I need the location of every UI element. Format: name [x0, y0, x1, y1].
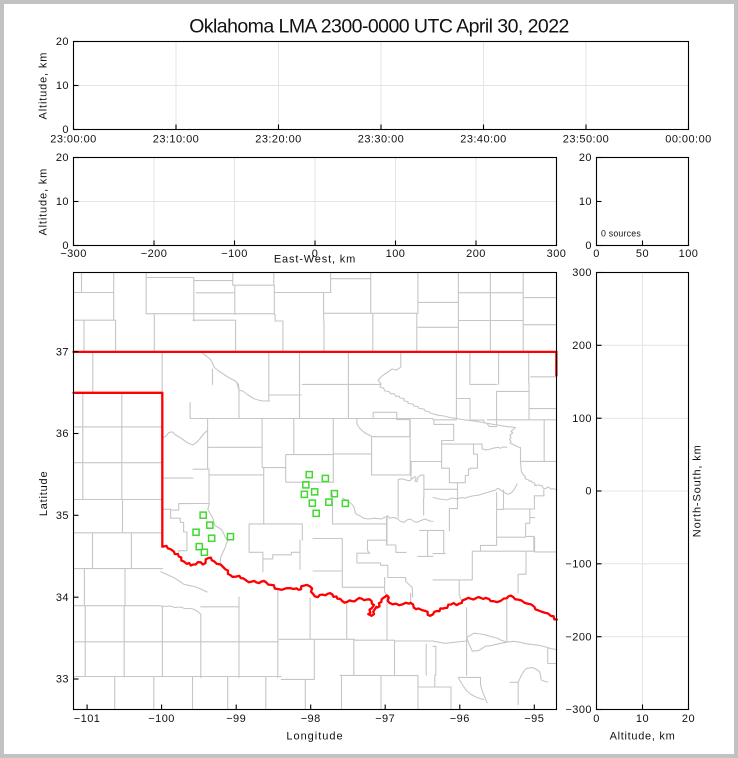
svg-text:23:10:00: 23:10:00	[153, 133, 199, 145]
svg-text:23:20:00: 23:20:00	[255, 133, 301, 145]
svg-text:−98: −98	[301, 713, 321, 725]
svg-text:100: 100	[572, 413, 592, 425]
svg-text:50: 50	[636, 248, 649, 260]
svg-text:North-South, km: North-South, km	[692, 444, 704, 537]
svg-text:0: 0	[312, 248, 319, 260]
svg-text:0: 0	[593, 713, 600, 725]
svg-text:36: 36	[56, 428, 69, 440]
svg-text:100: 100	[386, 248, 406, 260]
svg-text:300: 300	[572, 267, 592, 279]
svg-text:−96: −96	[450, 713, 470, 725]
svg-text:10: 10	[56, 196, 69, 208]
svg-text:Oklahoma LMA 2300-0000 UTC Apr: Oklahoma LMA 2300-0000 UTC April 30, 202…	[189, 16, 569, 38]
svg-text:0: 0	[62, 240, 69, 252]
svg-text:−97: −97	[375, 713, 395, 725]
svg-text:Longitude: Longitude	[286, 730, 343, 742]
svg-text:Latitude: Latitude	[38, 471, 50, 517]
svg-text:Altitude, km: Altitude, km	[38, 168, 50, 236]
svg-text:100: 100	[679, 248, 699, 260]
svg-text:10: 10	[56, 80, 69, 92]
svg-text:20: 20	[682, 713, 695, 725]
svg-text:10: 10	[579, 196, 592, 208]
svg-text:0: 0	[585, 240, 592, 252]
svg-text:37: 37	[56, 346, 69, 358]
svg-text:20: 20	[579, 152, 592, 164]
svg-text:−101: −101	[74, 713, 101, 725]
svg-text:−100: −100	[565, 558, 592, 570]
svg-text:33: 33	[56, 674, 69, 686]
svg-text:Altitude, km: Altitude, km	[38, 52, 50, 120]
svg-text:300: 300	[547, 248, 567, 260]
svg-text:Altitude, km: Altitude, km	[610, 730, 676, 742]
svg-text:00:00:00: 00:00:00	[665, 133, 711, 145]
svg-text:200: 200	[572, 340, 592, 352]
svg-text:23:50:00: 23:50:00	[563, 133, 609, 145]
svg-text:20: 20	[56, 152, 69, 164]
svg-text:−100: −100	[148, 713, 175, 725]
svg-text:0: 0	[585, 486, 592, 498]
svg-text:−200: −200	[565, 631, 592, 643]
svg-text:−100: −100	[221, 248, 248, 260]
svg-text:35: 35	[56, 510, 69, 522]
svg-text:−95: −95	[524, 713, 544, 725]
svg-text:−300: −300	[60, 248, 87, 260]
svg-text:10: 10	[636, 713, 649, 725]
svg-text:0 sources: 0 sources	[601, 229, 641, 239]
svg-text:−99: −99	[226, 713, 246, 725]
svg-text:−200: −200	[141, 248, 168, 260]
svg-text:East-West, km: East-West, km	[274, 254, 356, 266]
svg-text:0: 0	[593, 248, 600, 260]
svg-text:23:30:00: 23:30:00	[358, 133, 404, 145]
svg-text:34: 34	[56, 592, 69, 604]
svg-text:23:40:00: 23:40:00	[460, 133, 506, 145]
svg-text:0: 0	[62, 124, 69, 136]
svg-text:200: 200	[466, 248, 486, 260]
svg-text:−300: −300	[565, 704, 592, 716]
svg-text:23:00:00: 23:00:00	[50, 133, 96, 145]
svg-text:20: 20	[56, 36, 69, 48]
